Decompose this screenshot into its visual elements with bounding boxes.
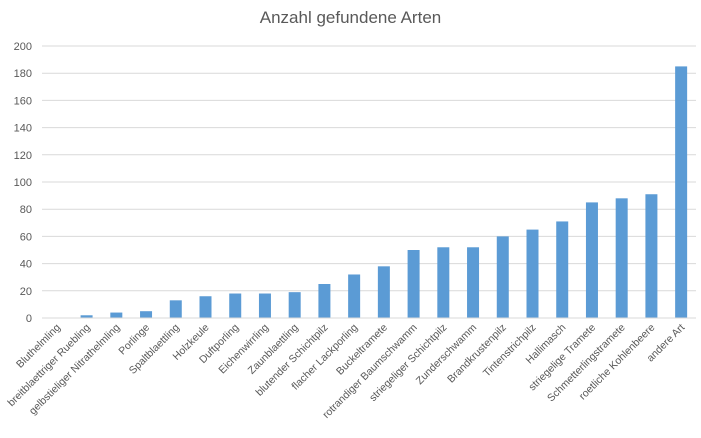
y-tick-label: 20 <box>20 286 32 298</box>
bar <box>496 236 509 318</box>
y-axis-tick-labels: 0 20 40 60 80 100 120 140 160 180 200 <box>14 41 32 325</box>
bar <box>80 315 93 318</box>
y-tick-label: 40 <box>20 259 32 271</box>
y-tick-label: 200 <box>14 41 32 53</box>
bar <box>675 66 688 319</box>
bar <box>140 311 153 318</box>
bar <box>467 247 480 318</box>
bar <box>526 229 539 318</box>
y-tick-label: 180 <box>14 68 32 80</box>
bar <box>407 250 420 318</box>
bar <box>645 194 658 318</box>
y-tick-label: 0 <box>26 313 32 325</box>
y-tick-label: 80 <box>20 204 32 216</box>
y-tick-label: 120 <box>14 150 32 162</box>
y-tick-label: 60 <box>20 231 32 243</box>
bar <box>348 274 361 318</box>
bar <box>377 266 390 318</box>
bar <box>199 296 212 318</box>
bar <box>437 247 450 318</box>
y-tick-label: 160 <box>14 95 32 107</box>
bar <box>169 300 182 318</box>
bar <box>288 292 301 318</box>
chart-title: Anzahl gefundene Arten <box>259 8 442 27</box>
bar <box>585 202 598 318</box>
bar <box>258 293 271 318</box>
bar <box>615 198 628 318</box>
bar <box>556 221 569 318</box>
y-tick-label: 140 <box>14 123 32 135</box>
y-tick-label: 100 <box>14 177 32 189</box>
bar <box>229 293 242 318</box>
bars <box>80 66 688 319</box>
bar <box>318 284 331 318</box>
bar <box>110 312 123 318</box>
